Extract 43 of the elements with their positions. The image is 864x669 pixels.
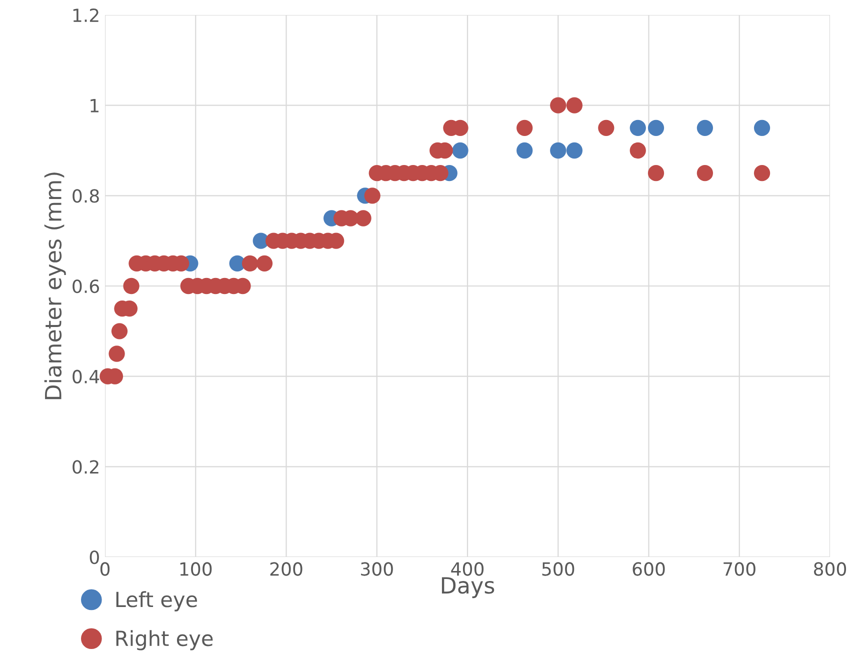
point [123, 278, 140, 294]
y-tick-label: 0.4 [72, 370, 100, 384]
x-tick-label: 800 [814, 562, 846, 576]
x-tick-label: 100 [180, 562, 212, 576]
point [696, 165, 714, 182]
y-tick-label: 0 [90, 550, 99, 564]
y-axis-title: Diameter eyes (mm) [44, 172, 66, 400]
x-tick-label: 600 [632, 562, 665, 576]
point [452, 142, 468, 159]
point [630, 120, 646, 136]
point [754, 120, 770, 136]
point [516, 120, 533, 136]
point [242, 255, 258, 272]
point [108, 346, 125, 362]
x-tick-label: 200 [270, 562, 302, 576]
point [648, 120, 664, 136]
legend-label: Left eye [116, 591, 198, 612]
point [566, 97, 583, 114]
legend-label: Right eye [116, 630, 213, 650]
point [550, 142, 566, 159]
point [696, 120, 714, 136]
point [648, 165, 664, 182]
point [516, 142, 533, 159]
point [111, 323, 128, 340]
point [550, 97, 566, 114]
point [630, 142, 646, 159]
x-tick-label: 300 [361, 562, 393, 576]
point [566, 142, 583, 159]
x-axis-title: Days [442, 577, 494, 598]
point [364, 188, 380, 204]
x-tick-label: 700 [724, 562, 756, 576]
y-tick-label: 0.2 [72, 460, 98, 474]
y-tick-label: 1 [90, 99, 98, 112]
point [355, 210, 372, 226]
x-tick-label: 0 [100, 562, 110, 576]
point [256, 255, 273, 272]
y-tick-label: 1.2 [73, 8, 98, 22]
y-tick-label: 0.6 [72, 279, 100, 294]
point [598, 120, 614, 136]
x-tick-label: 400 [451, 562, 484, 576]
point [754, 165, 770, 182]
x-tick-label: 500 [542, 562, 574, 576]
y-tick-label: 0.8 [72, 189, 99, 203]
